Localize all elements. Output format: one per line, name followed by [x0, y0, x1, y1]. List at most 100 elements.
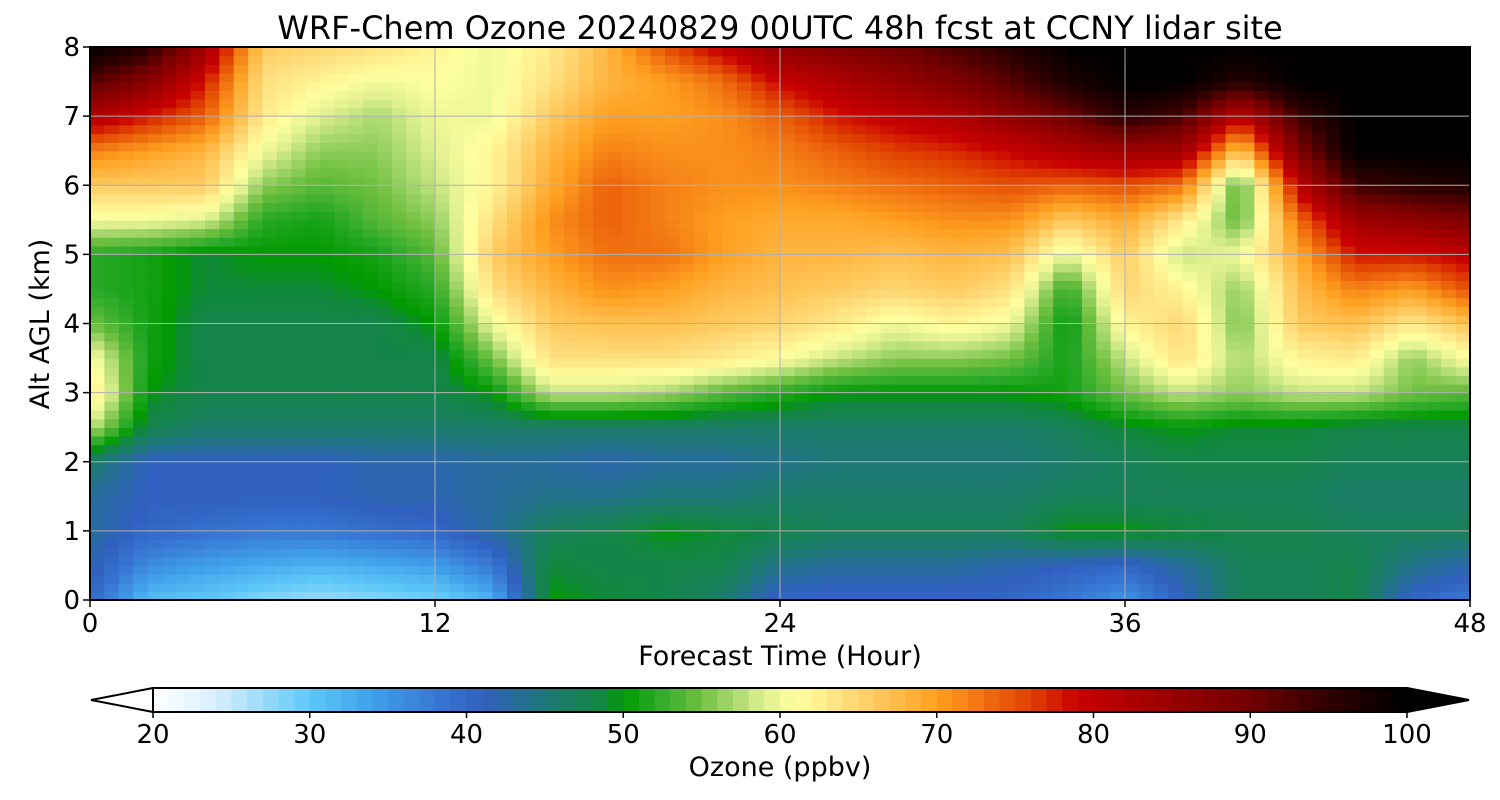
heatmap-cell — [118, 219, 134, 230]
heatmap-cell — [435, 150, 451, 161]
heatmap-cell — [636, 332, 652, 342]
heatmap-cell — [320, 565, 336, 575]
heatmap-cell — [808, 167, 824, 178]
heatmap-cell — [966, 444, 982, 454]
heatmap-cell — [391, 176, 407, 186]
heatmap-cell — [607, 193, 623, 204]
heatmap-cell — [780, 470, 796, 480]
heatmap-cell — [305, 245, 321, 256]
heatmap-cell — [1168, 306, 1184, 316]
heatmap-cell — [1053, 479, 1069, 489]
heatmap-cell — [262, 392, 278, 402]
heatmap-cell — [923, 193, 939, 204]
heatmap-cell — [1010, 167, 1026, 178]
heatmap-cell — [1211, 280, 1227, 290]
heatmap-cell — [147, 366, 163, 377]
heatmap-cell — [564, 254, 580, 264]
heatmap-cell — [305, 556, 321, 567]
heatmap-cell — [1254, 565, 1270, 575]
heatmap-cell — [377, 219, 393, 230]
heatmap-cell — [780, 323, 796, 333]
heatmap-cell — [1240, 323, 1256, 333]
heatmap-cell — [1297, 513, 1313, 523]
heatmap-cell — [794, 574, 810, 584]
heatmap-cell — [118, 548, 134, 558]
heatmap-cell — [118, 522, 134, 532]
heatmap-cell — [1067, 245, 1083, 256]
heatmap-cell — [90, 202, 106, 212]
heatmap-cell — [1010, 185, 1026, 195]
heatmap-cell — [1283, 591, 1299, 601]
heatmap-cell — [176, 565, 192, 575]
heatmap-cell — [1441, 574, 1457, 584]
heatmap-cell — [1383, 427, 1399, 437]
heatmap-cell — [478, 582, 494, 593]
heatmap-cell — [118, 288, 134, 299]
heatmap-cell — [751, 202, 767, 212]
heatmap-cell — [1283, 401, 1299, 411]
heatmap-cell — [880, 504, 896, 515]
heatmap-cell — [161, 193, 177, 204]
heatmap-cell — [923, 487, 939, 498]
heatmap-cell — [995, 185, 1011, 195]
heatmap-cell — [909, 245, 925, 256]
heatmap-cell — [1455, 409, 1471, 420]
heatmap-cell — [1139, 314, 1155, 325]
heatmap-cell — [377, 513, 393, 523]
heatmap-cell — [248, 159, 264, 169]
heatmap-cell — [550, 314, 566, 325]
heatmap-cell — [722, 392, 738, 402]
heatmap-cell — [866, 504, 882, 515]
heatmap-cell — [1081, 211, 1097, 221]
heatmap-cell — [291, 332, 307, 342]
heatmap-cell — [1268, 280, 1284, 290]
heatmap-cell — [1067, 288, 1083, 299]
heatmap-cell — [1383, 383, 1399, 394]
heatmap-cell — [463, 392, 479, 402]
heatmap-cell — [851, 323, 867, 333]
heatmap-cell — [780, 306, 796, 316]
heatmap-cell — [463, 150, 479, 161]
heatmap-cell — [305, 349, 321, 359]
heatmap-cell — [981, 271, 997, 281]
heatmap-cell — [1125, 219, 1141, 230]
heatmap-cell — [147, 332, 163, 342]
heatmap-cell — [909, 522, 925, 532]
heatmap-cell — [1426, 487, 1442, 498]
heatmap-cell — [104, 142, 120, 152]
heatmap-cell — [679, 383, 695, 394]
heatmap-cell — [952, 263, 968, 273]
heatmap-cell — [133, 297, 149, 307]
heatmap-cell — [133, 271, 149, 281]
heatmap-cell — [535, 565, 551, 575]
heatmap-cell — [147, 383, 163, 394]
heatmap-cell — [1254, 288, 1270, 299]
heatmap-cell — [420, 314, 436, 325]
heatmap-cell — [262, 444, 278, 454]
heatmap-cell — [1225, 211, 1241, 221]
heatmap-cell — [1067, 409, 1083, 420]
heatmap-cell — [334, 435, 350, 446]
heatmap-cell — [794, 487, 810, 498]
heatmap-cell — [1441, 288, 1457, 299]
heatmap-cell — [363, 539, 379, 549]
heatmap-cell — [492, 375, 508, 385]
heatmap-cell — [866, 470, 882, 480]
heatmap-cell — [90, 530, 106, 541]
heatmap-cell — [1010, 237, 1026, 247]
heatmap-cell — [765, 504, 781, 515]
heatmap-cell — [104, 409, 120, 420]
heatmap-cell — [1053, 504, 1069, 515]
heatmap-cell — [133, 193, 149, 204]
heatmap-cell — [981, 548, 997, 558]
heatmap-cell — [1010, 453, 1026, 463]
heatmap-cell — [506, 366, 522, 377]
heatmap-cell — [1398, 435, 1414, 446]
heatmap-cell — [276, 323, 292, 333]
heatmap-cell — [363, 582, 379, 593]
heatmap-cell — [262, 366, 278, 377]
heatmap-cell — [262, 306, 278, 316]
heatmap-cell — [104, 461, 120, 472]
heatmap-cell — [1383, 487, 1399, 498]
heatmap-cell — [219, 254, 235, 264]
